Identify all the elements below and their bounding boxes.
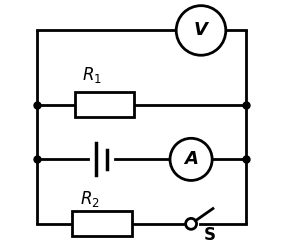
Text: A: A bbox=[184, 150, 198, 168]
Circle shape bbox=[170, 138, 212, 180]
Circle shape bbox=[186, 218, 196, 229]
Bar bbox=[72, 212, 132, 236]
Text: S: S bbox=[203, 226, 215, 244]
Text: V: V bbox=[194, 22, 208, 40]
Text: $\mathit{R}_2$: $\mathit{R}_2$ bbox=[80, 189, 99, 209]
Circle shape bbox=[176, 6, 226, 55]
Text: $\mathit{R}_1$: $\mathit{R}_1$ bbox=[82, 65, 102, 85]
Bar bbox=[74, 92, 134, 117]
